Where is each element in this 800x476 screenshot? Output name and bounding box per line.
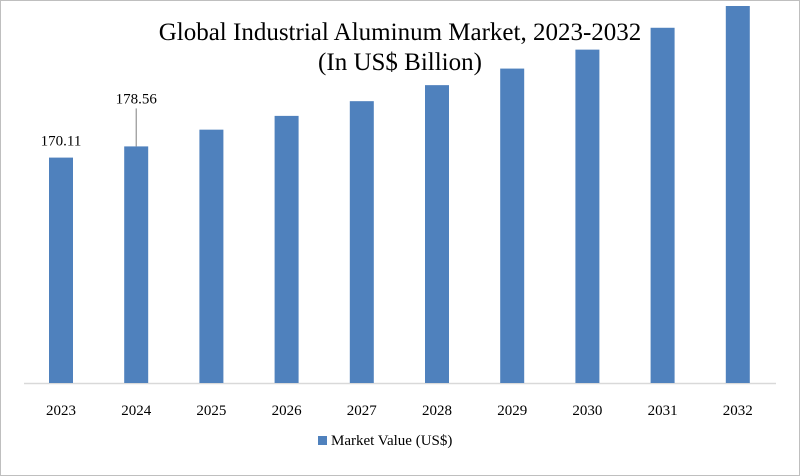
legend-label: Market Value (US$) bbox=[331, 433, 452, 449]
x-tick-label-2024: 2024 bbox=[121, 403, 152, 419]
x-tick-label-2023: 2023 bbox=[46, 403, 76, 419]
bar-2032 bbox=[725, 5, 750, 384]
x-tick-label-2030: 2030 bbox=[572, 403, 602, 419]
x-tick-label-2025: 2025 bbox=[196, 403, 226, 419]
x-tick-label-2027: 2027 bbox=[347, 403, 378, 419]
data-label-2023: 170.11 bbox=[41, 134, 82, 150]
bar-2023 bbox=[49, 157, 73, 383]
x-tick-label-2031: 2031 bbox=[648, 403, 678, 419]
legend-swatch bbox=[318, 436, 327, 445]
x-tick-label-2026: 2026 bbox=[272, 403, 303, 419]
chart-title: Global Industrial Aluminum Market, 2023-… bbox=[0, 18, 800, 78]
chart-title-main: Global Industrial Aluminum Market, 2023-… bbox=[158, 19, 642, 46]
bar-2025 bbox=[199, 129, 224, 383]
bar-2028 bbox=[425, 85, 449, 383]
bar-2029 bbox=[500, 68, 525, 383]
bar-2024 bbox=[124, 146, 149, 383]
bar-2026 bbox=[274, 115, 299, 383]
x-tick-label-2028: 2028 bbox=[422, 403, 452, 419]
x-tick-label-2029: 2029 bbox=[497, 403, 527, 419]
bar-2027 bbox=[349, 101, 374, 384]
chart-subtitle: (In US$ Billion) bbox=[318, 49, 482, 76]
bar-2031 bbox=[650, 27, 675, 384]
bar-2030 bbox=[575, 49, 600, 383]
data-label-2024: 178.56 bbox=[116, 91, 158, 107]
x-tick-label-2032: 2032 bbox=[723, 403, 753, 419]
